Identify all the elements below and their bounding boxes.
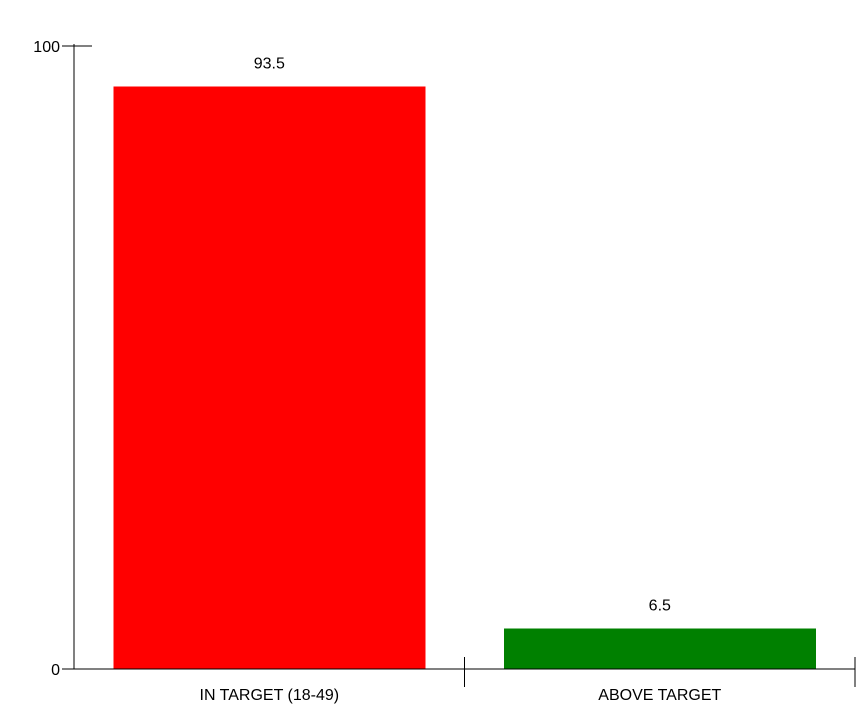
bars-group <box>113 86 816 669</box>
bar-0 <box>113 86 426 669</box>
data-label-0: 93.5 <box>254 56 285 73</box>
data-label-1: 6.5 <box>649 598 671 615</box>
category-label-1: ABOVE TARGET <box>598 687 721 704</box>
labels-group: 93.5 IN TARGET (18-49) 6.5 ABOVE TARGET 0 100 <box>33 39 721 704</box>
y-tick-label-1: 100 <box>33 39 60 56</box>
category-label-0: IN TARGET (18-49) <box>200 687 340 704</box>
y-tick-label-0: 0 <box>51 662 60 679</box>
axes-group <box>62 44 856 687</box>
bar-1 <box>503 628 816 669</box>
